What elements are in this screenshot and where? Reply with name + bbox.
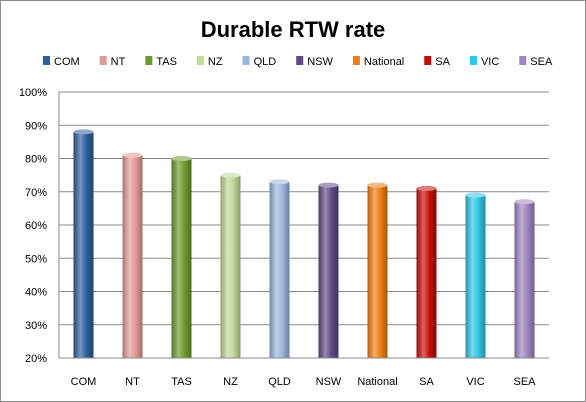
legend-label: NT — [111, 56, 126, 68]
bar-cap — [122, 152, 143, 158]
legend-item: NT — [99, 56, 126, 68]
axes — [58, 92, 549, 359]
legend-item: NSW — [296, 56, 333, 68]
bar-cap — [220, 172, 241, 178]
x-tick-label: NT — [125, 376, 140, 388]
y-tick-label: 40% — [25, 287, 47, 299]
legend-swatch — [43, 56, 50, 65]
chart-legend: COM NT TAS NZ QLD NSW National SA VIC SEA — [43, 56, 553, 68]
legend-label: NZ — [208, 56, 223, 68]
bar-nz — [220, 175, 241, 358]
legend-label: SEA — [530, 56, 553, 68]
bar-tas — [171, 158, 192, 358]
y-tick-label: 90% — [25, 120, 47, 132]
bar-cap — [171, 156, 192, 161]
y-tick-label: 50% — [25, 253, 47, 265]
bar-cap — [465, 192, 486, 198]
x-tick-label: SA — [419, 376, 434, 388]
legend-swatch — [519, 56, 527, 65]
chart-title: Durable RTW rate — [201, 17, 386, 42]
legend-label: VIC — [481, 56, 499, 68]
bar-cap — [514, 199, 535, 205]
legend-label: COM — [54, 56, 80, 68]
legend-item: QLD — [242, 56, 277, 68]
x-tick-label: NSW — [316, 376, 342, 388]
legend-swatch — [469, 56, 477, 65]
legend-swatch — [352, 56, 360, 65]
bar-nsw — [318, 185, 339, 358]
y-tick-label: 60% — [25, 220, 47, 232]
legend-label: NSW — [307, 56, 333, 68]
x-axis-ticks: COM NT TAS NZ QLD NSW National SA VIC SEA — [71, 376, 537, 388]
bar-cap — [367, 182, 388, 188]
y-tick-label: 80% — [25, 154, 47, 166]
legend-swatch — [242, 56, 250, 65]
x-tick-label: COM — [71, 376, 97, 388]
bars — [73, 129, 535, 358]
x-tick-label: National — [357, 376, 397, 388]
legend-label: SA — [435, 56, 450, 68]
legend-item: TAS — [145, 56, 177, 68]
y-tick-label: 100% — [19, 87, 47, 99]
legend-item: National — [352, 56, 404, 68]
x-tick-label: VIC — [466, 376, 484, 388]
x-tick-label: TAS — [171, 376, 192, 388]
legend-label: TAS — [156, 56, 177, 68]
legend-item: SA — [424, 56, 451, 68]
bar-cap — [416, 185, 437, 191]
legend-item: VIC — [469, 56, 499, 68]
y-tick-label: 70% — [25, 187, 47, 199]
x-tick-label: QLD — [268, 376, 291, 388]
bar-qld — [269, 181, 290, 358]
bar-sa — [416, 188, 437, 358]
bar-cap — [73, 129, 94, 135]
legend-swatch — [145, 56, 153, 65]
bar-com — [73, 131, 94, 358]
legend-swatch — [424, 56, 432, 65]
y-tick-label: 20% — [25, 353, 47, 365]
bar-national — [367, 185, 388, 358]
bar-cap — [269, 179, 290, 185]
legend-item: SEA — [519, 56, 553, 68]
legend-swatch — [99, 56, 107, 65]
y-axis-ticks: 20% 30% 40% 50% 60% 70% 80% 90% 100% — [19, 87, 47, 365]
x-tick-label: SEA — [513, 376, 536, 388]
legend-swatch — [296, 56, 304, 65]
legend-item: COM — [43, 56, 80, 68]
legend-item: NZ — [196, 56, 223, 68]
bar-sea — [514, 201, 535, 358]
bar-vic — [465, 195, 486, 358]
bar-cap — [318, 182, 339, 188]
legend-swatch — [196, 56, 204, 65]
x-tick-label: NZ — [223, 376, 238, 388]
legend-label: National — [364, 56, 404, 68]
bar-nt — [122, 155, 143, 358]
y-tick-label: 30% — [25, 320, 47, 332]
legend-label: QLD — [254, 56, 277, 68]
